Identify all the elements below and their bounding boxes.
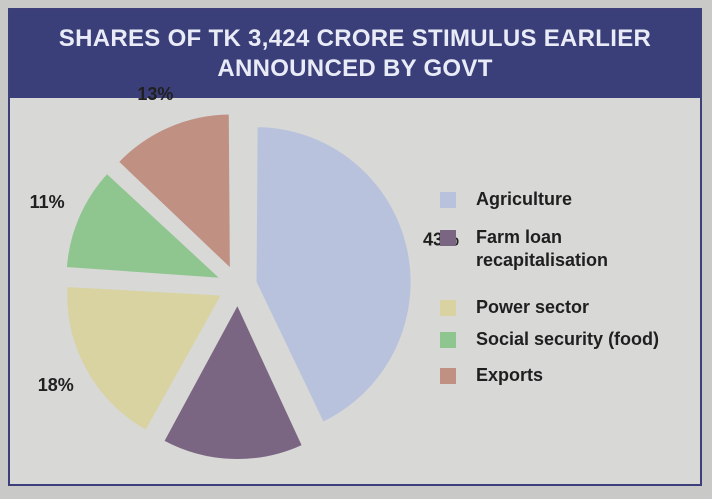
pie-slice-social-security-food (64, 171, 225, 281)
chart-card: SHARES OF TK 3,424 CRORE STIMULUS EARLIE… (8, 8, 702, 486)
legend-item-exports: Exports (440, 364, 695, 387)
pie-label-exports: 13% (137, 84, 173, 104)
pie-slice-agriculture (254, 125, 413, 425)
legend-item-agriculture: Agriculture (440, 188, 695, 211)
legend-swatch-agriculture (440, 192, 456, 208)
pie-label-social-security-food: 11% (30, 192, 65, 212)
legend-label-agriculture: Agriculture (476, 189, 573, 209)
legend-swatch-power-sector (440, 300, 456, 316)
legend-item-farm-loan-recapitalisation: Farm loan recapitalisation (440, 226, 695, 272)
legend-swatch-farm-loan-recapitalisation (440, 230, 456, 246)
legend-swatch-social-security-food (440, 332, 456, 348)
pie-slice-exports (116, 112, 232, 272)
legend-swatch-exports (440, 368, 456, 384)
pie-chart: 43%15%18%11%13% (30, 84, 459, 486)
pie-slices (64, 112, 413, 461)
legend-label-power-sector: Power sector (476, 297, 590, 317)
pie-slice-power-sector (65, 284, 224, 433)
legend-label-exports: Exports (476, 365, 544, 385)
legend-item-power-sector: Power sector (440, 296, 695, 319)
pie-label-power-sector: 18% (38, 375, 74, 395)
pie-slice-farm-loan-recapitalisation (161, 301, 305, 461)
pie-label-farm-loan-recapitalisation: 15% (213, 483, 249, 486)
chart-header: SHARES OF TK 3,424 CRORE STIMULUS EARLIE… (10, 10, 700, 98)
chart-title: SHARES OF TK 3,424 CRORE STIMULUS EARLIE… (58, 25, 652, 82)
legend-label-social-security-food: Social security (food) (476, 329, 660, 349)
legend-item-social-security-food: Social security (food) (440, 328, 695, 351)
legend-label-farm-loan-recapitalisation: Farm loan recapitalisation (476, 227, 609, 270)
